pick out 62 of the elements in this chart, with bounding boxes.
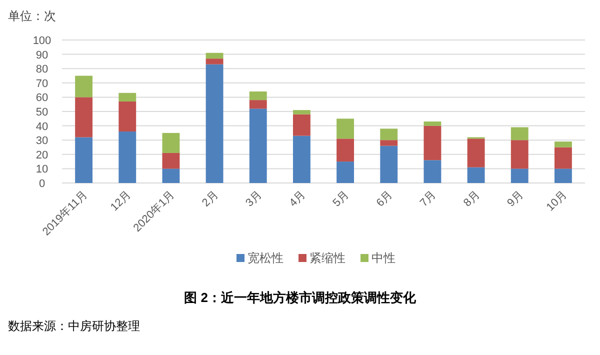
y-tick-label: 40: [36, 120, 48, 133]
bar: [249, 108, 267, 183]
bar: [206, 52, 224, 59]
legend-label: 中性: [372, 251, 396, 265]
bar: [554, 147, 572, 169]
bar: [292, 136, 310, 183]
text: 图 2：近一年地方楼市调控政策调性变化: [184, 290, 417, 305]
legend-label: 宽松性: [248, 251, 284, 265]
bar: [510, 140, 528, 169]
bar: [554, 168, 572, 183]
x-tick-label: 8月: [462, 188, 482, 210]
bar: [467, 138, 485, 168]
x-tick-label: 5月: [330, 188, 352, 210]
bar: [336, 162, 354, 183]
bar: [75, 137, 93, 183]
bar: [380, 146, 398, 183]
bar: [380, 128, 398, 140]
bar: [162, 132, 180, 153]
y-axis-title: 单位：次: [8, 9, 56, 23]
bar: [206, 58, 224, 64]
y-tick-label: 90: [36, 49, 48, 62]
bar: [162, 152, 180, 169]
bar: [467, 167, 485, 183]
bar: [424, 160, 442, 183]
x-tick-label: 4月: [287, 188, 308, 210]
y-tick-label: 20: [36, 149, 48, 162]
bar: [75, 97, 93, 138]
bar: [249, 91, 267, 100]
bar: [424, 122, 442, 126]
bar: [118, 132, 136, 183]
bar: [118, 101, 136, 132]
y-tick-label: 80: [36, 64, 48, 76]
y-tick-label: 10: [36, 164, 48, 176]
bar: [292, 110, 310, 114]
x-tick-label: 10月: [544, 188, 570, 214]
x-tick-label: 3月: [244, 188, 264, 210]
y-tick-label: 30: [36, 135, 48, 148]
bar: [118, 92, 136, 102]
bar: [380, 140, 398, 146]
bar: [336, 138, 354, 162]
bar: [424, 126, 442, 160]
y-tick-label: 100: [32, 35, 52, 47]
y-tick-label: 0: [38, 178, 46, 190]
source-note: 数据来源：中房研协整理: [8, 319, 140, 333]
bar: [75, 76, 93, 98]
bar: [249, 100, 267, 109]
y-tick-label: 60: [36, 92, 48, 104]
legend-label: 紧缩性: [310, 251, 346, 265]
y-tick-label: 50: [36, 106, 48, 118]
y-tick-label: 70: [36, 78, 48, 90]
x-tick-label: 6月: [374, 188, 395, 210]
x-tick-label: 2月: [200, 188, 221, 210]
bar: [554, 142, 572, 148]
bar: [510, 168, 528, 183]
x-tick-label: 7月: [418, 188, 439, 210]
x-tick-label: 12月: [108, 188, 134, 214]
bar: [162, 168, 180, 183]
bar: [292, 114, 310, 136]
x-tick-label: 9月: [505, 188, 526, 210]
bar: [510, 127, 528, 140]
bar: [336, 118, 354, 139]
bar: [206, 64, 224, 183]
